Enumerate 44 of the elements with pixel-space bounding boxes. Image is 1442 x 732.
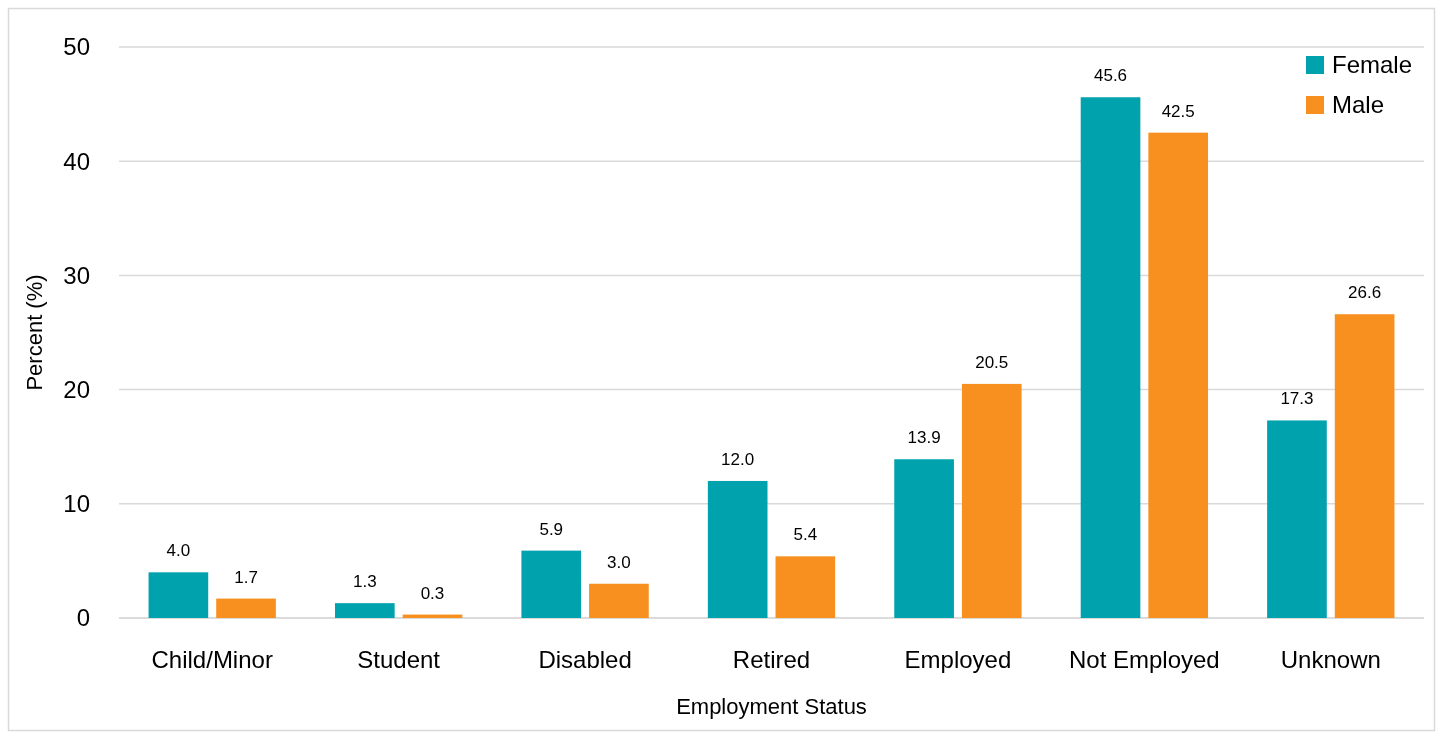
- x-tick-label: Employed: [904, 646, 1012, 673]
- data-label: 3.0: [607, 552, 631, 572]
- data-label: 42.5: [1161, 101, 1195, 121]
- y-tick-label: 30: [63, 261, 90, 289]
- legend-label: Female: [1332, 51, 1413, 79]
- y-tick-label: 10: [63, 490, 90, 518]
- y-tick-label: 0: [76, 604, 90, 632]
- data-label: 1.3: [352, 572, 377, 592]
- data-label: 26.6: [1348, 283, 1382, 303]
- data-label: 17.3: [1280, 389, 1314, 409]
- bar: [1267, 420, 1327, 618]
- data-label: 0.3: [420, 583, 445, 603]
- bar: [707, 480, 768, 618]
- x-tick-label: Student: [357, 646, 441, 673]
- y-tick-label: 50: [63, 33, 90, 61]
- bar: [775, 556, 836, 618]
- x-tick-label: Unknown: [1280, 646, 1381, 673]
- bar: [521, 550, 582, 618]
- data-label: 12.0: [721, 449, 755, 469]
- bar: [589, 583, 649, 618]
- data-label: 20.5: [975, 352, 1009, 372]
- data-label: 13.9: [907, 428, 941, 448]
- bar: [148, 572, 209, 618]
- bar: [1080, 97, 1141, 618]
- bar: [216, 598, 276, 618]
- bar: [1148, 132, 1209, 618]
- data-label: 5.4: [793, 525, 818, 545]
- y-axis-title: Percent (%): [22, 274, 47, 391]
- x-tick-label: Not Employed: [1068, 646, 1220, 673]
- bar: [334, 603, 395, 618]
- x-tick-label: Disabled: [538, 646, 632, 673]
- bar: [961, 383, 1022, 618]
- bar: [894, 459, 954, 618]
- data-label: 1.7: [234, 567, 258, 587]
- x-axis-title: Employment Status: [676, 694, 867, 719]
- legend-label: Male: [1332, 91, 1385, 119]
- y-tick-label: 20: [63, 376, 90, 403]
- x-tick-label: Retired: [732, 646, 811, 673]
- data-label: 45.6: [1093, 66, 1128, 86]
- y-tick-label: 40: [63, 147, 90, 175]
- data-label: 4.0: [166, 541, 191, 561]
- bar: [1334, 314, 1395, 618]
- data-label: 5.9: [539, 519, 564, 539]
- x-tick-label: Child/Minor: [151, 646, 273, 673]
